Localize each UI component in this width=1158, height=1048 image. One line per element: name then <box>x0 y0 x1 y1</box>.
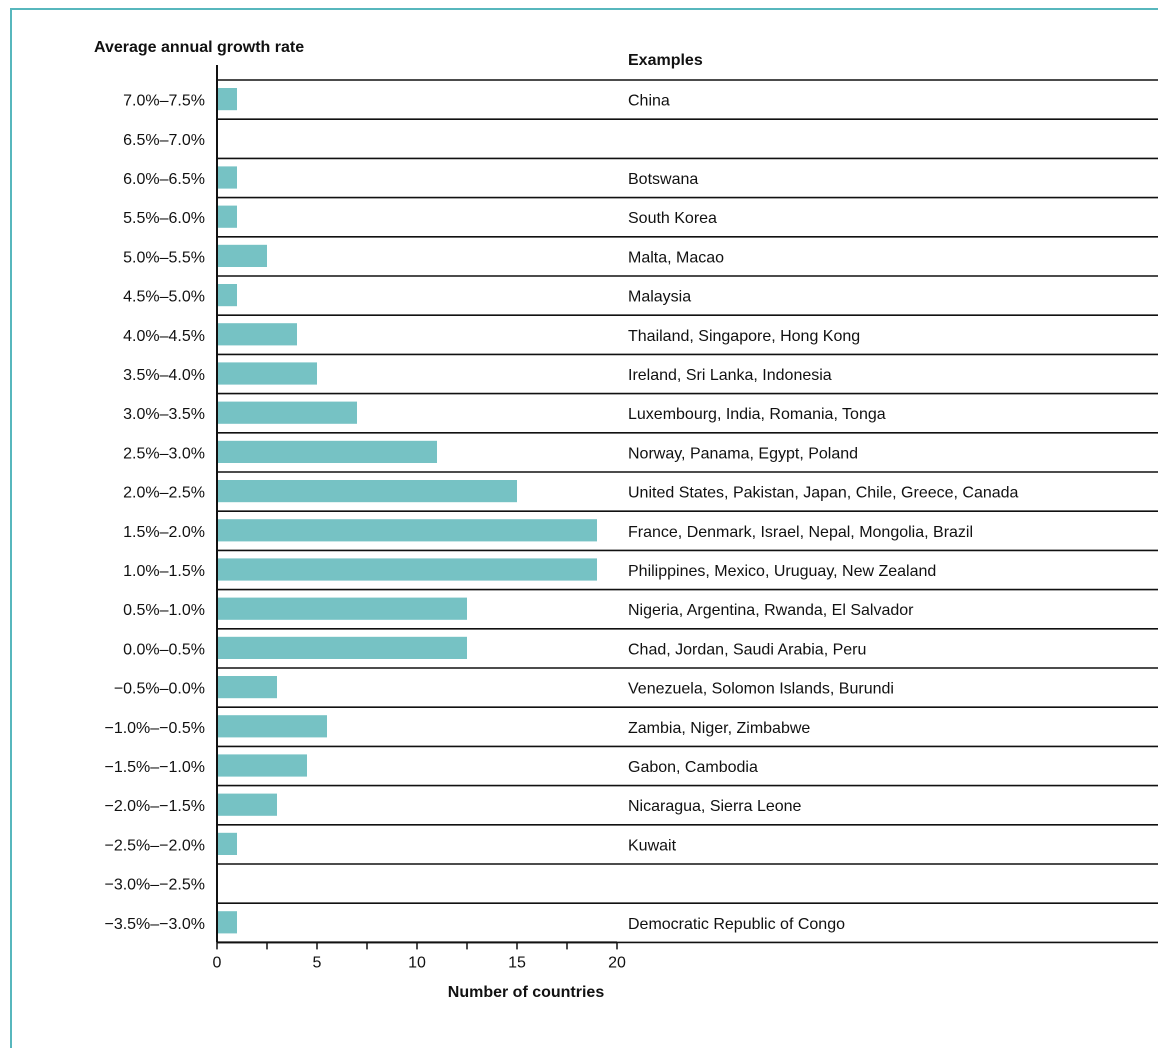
example-label: Kuwait <box>628 837 677 854</box>
example-label: Zambia, Niger, Zimbabwe <box>628 720 810 737</box>
category-label: 1.0%–1.5% <box>123 563 205 580</box>
category-label: 4.5%–5.0% <box>123 289 205 306</box>
category-label: 6.5%–7.0% <box>123 132 205 149</box>
chart-row: 4.0%–4.5% Thailand, Singapore, Hong Kong <box>123 323 1158 356</box>
bar <box>218 636 467 659</box>
chart-row: −1.0%–−0.5% Zambia, Niger, Zimbabwe <box>104 715 1158 748</box>
category-label: 5.5%–6.0% <box>123 210 205 227</box>
category-label: 0.0%–0.5% <box>123 641 205 658</box>
figure-frame <box>10 8 1158 1048</box>
x-tick-label: 20 <box>608 954 626 971</box>
category-label: 5.0%–5.5% <box>123 249 205 266</box>
bar <box>218 911 237 934</box>
chart-row: −3.0%–−2.5% <box>104 877 1158 905</box>
category-label: −3.5%–−3.0% <box>104 916 205 933</box>
chart-row: 5.5%–6.0% South Korea <box>123 205 1158 238</box>
bar <box>218 323 297 346</box>
chart-row: 0.0%–0.5% Chad, Jordan, Saudi Arabia, Per… <box>123 636 1158 669</box>
example-label: France, Denmark, Israel, Nepal, Mongolia… <box>628 524 973 541</box>
chart-row: 4.5%–5.0% Malaysia <box>123 284 1158 317</box>
category-label: 3.0%–3.5% <box>123 406 205 423</box>
example-label: South Korea <box>628 210 717 227</box>
example-label: Democratic Republic of Congo <box>628 916 845 933</box>
category-label: 7.0%–7.5% <box>123 93 205 110</box>
category-label: 3.5%–4.0% <box>123 367 205 384</box>
x-tick-label: 0 <box>213 954 222 971</box>
category-label: −1.5%–−1.0% <box>104 759 205 776</box>
category-label: −2.0%–−1.5% <box>104 798 205 815</box>
bar <box>218 88 237 111</box>
example-label: Nigeria, Argentina, Rwanda, El Salvador <box>628 602 914 619</box>
chart-row: −2.5%–−2.0% Kuwait <box>104 832 1158 865</box>
chart-row: 6.5%–7.0% <box>123 132 1158 160</box>
example-label: Venezuela, Solomon Islands, Burundi <box>628 681 894 698</box>
example-label: Nicaragua, Sierra Leone <box>628 798 802 815</box>
bar <box>218 597 467 620</box>
chart-row: 0.5%–1.0% Nigeria, Argentina, Rwanda, El … <box>123 597 1158 630</box>
chart-axes: 0 5 10 15 20 <box>213 65 626 971</box>
example-label: Thailand, Singapore, Hong Kong <box>628 328 860 345</box>
chart-row: 2.0%–2.5% United States, Pakistan, Japan,… <box>123 480 1158 513</box>
chart-row: 3.0%–3.5% Luxembourg, India, Romania, Ton… <box>123 401 1158 434</box>
chart-row: 5.0%–5.5% Malta, Macao <box>123 244 1158 277</box>
bar <box>218 558 597 581</box>
example-label: Ireland, Sri Lanka, Indonesia <box>628 367 832 384</box>
bar <box>218 676 277 699</box>
chart-rows: 7.0%–7.5% China 6.5%–7.0% 6.0%–6.5% Botswana… <box>104 79 1158 944</box>
example-label: Philippines, Mexico, Uruguay, New Zealan… <box>628 563 936 580</box>
x-tick-label: 15 <box>508 954 526 971</box>
category-label: 0.5%–1.0% <box>123 602 205 619</box>
category-label: −2.5%–−2.0% <box>104 837 205 854</box>
bar <box>218 284 237 307</box>
bar <box>218 440 437 463</box>
chart-row: 1.5%–2.0% France, Denmark, Israel, Nepal,… <box>123 519 1158 552</box>
chart-row: 2.5%–3.0% Norway, Panama, Egypt, Poland <box>123 440 1158 473</box>
category-label: 4.0%–4.5% <box>123 328 205 345</box>
example-label: Malta, Macao <box>628 249 724 266</box>
bar <box>218 715 327 738</box>
chart-row: 6.0%–6.5% Botswana <box>123 166 1158 199</box>
chart-row: 7.0%–7.5% China <box>123 88 1158 120</box>
example-label: Gabon, Cambodia <box>628 759 758 776</box>
chart-row: −0.5%–0.0% Venezuela, Solomon Islands, Bu… <box>114 676 1158 709</box>
example-label: Chad, Jordan, Saudi Arabia, Peru <box>628 641 866 658</box>
bar <box>218 362 317 385</box>
bar <box>218 401 357 424</box>
category-label: −3.0%–−2.5% <box>104 877 205 894</box>
chart-row: 1.0%–1.5% Philippines, Mexico, Uruguay, N… <box>123 558 1158 591</box>
chart-row: 3.5%–4.0% Ireland, Sri Lanka, Indonesia <box>123 362 1158 395</box>
example-label: Norway, Panama, Egypt, Poland <box>628 445 858 462</box>
example-label: Luxembourg, India, Romania, Tonga <box>628 406 886 423</box>
x-tick-label: 10 <box>408 954 426 971</box>
category-label: −0.5%–0.0% <box>114 681 205 698</box>
category-label: 2.0%–2.5% <box>123 485 205 502</box>
chart-row: −1.5%–−1.0% Gabon, Cambodia <box>104 754 1158 787</box>
bar <box>218 480 517 503</box>
bar <box>218 832 237 855</box>
category-label: 1.5%–2.0% <box>123 524 205 541</box>
chart-row: −2.0%–−1.5% Nicaragua, Sierra Leone <box>104 793 1158 826</box>
category-label: −1.0%–−0.5% <box>104 720 205 737</box>
bar <box>218 519 597 542</box>
x-axis-title: Number of countries <box>448 984 605 1001</box>
examples-header: Examples <box>628 52 703 69</box>
bar <box>218 166 237 189</box>
bar <box>218 754 307 777</box>
example-label: China <box>628 93 670 110</box>
bar <box>218 793 277 816</box>
example-label: United States, Pakistan, Japan, Chile, G… <box>628 485 1019 502</box>
category-label: 2.5%–3.0% <box>123 445 205 462</box>
bar <box>218 205 237 228</box>
example-label: Malaysia <box>628 289 691 306</box>
category-label: 6.0%–6.5% <box>123 171 205 188</box>
x-tick-label: 5 <box>313 954 322 971</box>
chart-row: −3.5%–−3.0% Democratic Republic of Congo <box>104 911 1158 944</box>
y-axis-title: Average annual growth rate <box>94 39 304 56</box>
growth-rate-chart: Average annual growth rate Examples Numb… <box>94 39 1158 1001</box>
bar <box>218 244 267 267</box>
example-label: Botswana <box>628 171 698 188</box>
